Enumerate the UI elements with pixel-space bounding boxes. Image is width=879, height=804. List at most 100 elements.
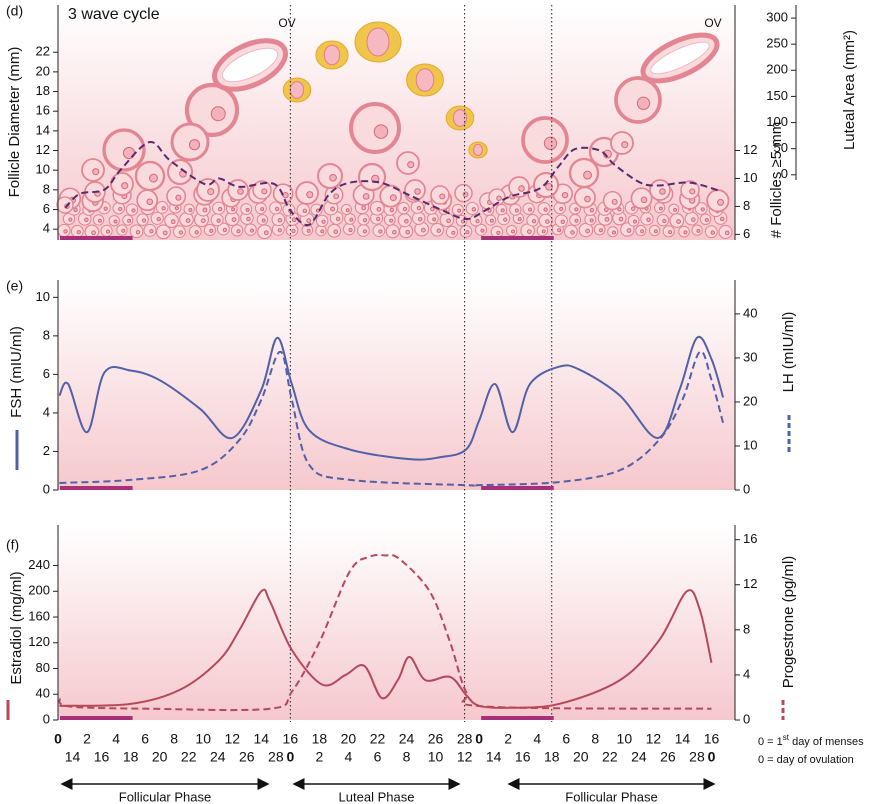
follicle-core	[188, 208, 193, 213]
follicle-core	[471, 207, 477, 212]
follicle-core	[462, 191, 469, 198]
x-tick-label: 4	[345, 749, 353, 765]
follicle-core	[320, 229, 325, 234]
y-tick-label: 12	[36, 142, 50, 157]
y-tick-label: 18	[36, 83, 50, 98]
y-tick-label: 240	[28, 557, 50, 572]
y-tick-label: 4	[43, 221, 50, 236]
follicle-core	[617, 207, 622, 212]
x-tick-label: 6	[562, 731, 570, 747]
y-tick-label: 8	[43, 181, 50, 196]
follicle-core	[174, 206, 179, 211]
x-tick-label: 2	[83, 731, 91, 747]
y-tick-label: 12	[743, 576, 757, 591]
axis-note: 0 = 1st day of menses	[758, 733, 864, 748]
follicle-core	[612, 230, 617, 235]
follicle-core	[640, 196, 648, 204]
follicle-core	[209, 228, 214, 233]
follicle-core	[156, 216, 161, 222]
y-tick-label: 0	[743, 481, 750, 496]
x-tick-label: 14	[486, 749, 502, 765]
x-tick-label: 26	[660, 749, 676, 765]
follicle-core	[376, 206, 382, 212]
x-tick-label: 4	[533, 731, 541, 747]
follicle-core	[451, 230, 456, 235]
follicle-core	[719, 216, 725, 222]
follicle-core	[630, 206, 636, 211]
x-tick-label: 14	[254, 731, 270, 747]
corpus-luteum-core	[473, 143, 483, 157]
follicle-core	[91, 230, 96, 236]
menses-bar	[481, 486, 554, 490]
y-tick-label: 8	[743, 621, 750, 636]
y-axis-label: Estradiol (mg/ml)	[8, 571, 25, 684]
x-tick-label: 8	[170, 731, 178, 747]
follicle-core	[306, 191, 314, 199]
follicle-core	[175, 194, 182, 201]
x-tick-label: 18	[312, 731, 328, 747]
follicle-core	[188, 139, 201, 151]
follicle-core	[373, 124, 389, 139]
follicle-core	[696, 228, 701, 233]
x-tick-label: 6	[374, 749, 382, 765]
follicle-core	[217, 206, 223, 212]
note-part: 0 = 1	[758, 736, 783, 748]
y-tick-label: 14	[36, 122, 50, 137]
x-tick-label: 0	[475, 731, 483, 747]
follicle-core	[659, 188, 666, 195]
follicle-core	[662, 218, 667, 224]
menses-bar	[60, 236, 133, 240]
x-tick-label: 2	[315, 749, 323, 765]
follicle-core	[480, 228, 485, 233]
follicle-core	[436, 228, 442, 233]
y-tick-label: 10	[36, 289, 50, 304]
follicle-core	[149, 229, 154, 234]
follicle-core	[496, 230, 501, 235]
corpus-luteum-core	[415, 68, 435, 92]
follicle-core	[63, 229, 68, 234]
panel-background	[58, 280, 735, 490]
x-tick-label: 24	[210, 749, 226, 765]
x-tick-label: 12	[457, 749, 473, 765]
follicle-core	[404, 218, 409, 224]
x-tick-label: 10	[428, 749, 444, 765]
follicle-core	[348, 227, 353, 233]
y-tick-label: 6	[43, 366, 50, 381]
follicle-core	[560, 219, 566, 225]
y-tick-label: 0	[781, 166, 788, 181]
follicle-core	[68, 217, 73, 222]
x-tick-label: 6	[141, 731, 149, 747]
follicle-core	[673, 207, 678, 212]
follicle-core	[545, 219, 550, 224]
phase-label: Follicular Phase	[565, 789, 658, 804]
follicle-core	[658, 206, 663, 211]
x-tick-label: 26	[239, 749, 255, 765]
follicle-core	[517, 217, 522, 222]
follicle-illustration	[56, 21, 733, 240]
follicle-core	[97, 218, 102, 223]
follicle-core	[277, 218, 283, 223]
follicle-core	[146, 198, 154, 206]
follicle-core	[261, 218, 266, 223]
x-tick-label: 12	[224, 731, 240, 747]
ovulatory-follicle-inner	[650, 41, 710, 75]
follicle-core	[321, 219, 326, 224]
follicle-core	[105, 229, 111, 234]
y-tick-label: 10	[743, 437, 757, 452]
follicle-core	[118, 206, 123, 212]
follicle-core	[640, 229, 645, 234]
x-tick-label: 22	[602, 749, 618, 765]
follicle-core	[691, 217, 696, 222]
follicle-core	[598, 228, 603, 233]
follicle-core	[113, 219, 118, 224]
x-tick-label: 18	[123, 749, 139, 765]
follicle-core	[236, 229, 241, 234]
x-tick-label: 26	[428, 731, 444, 747]
y-tick-label: 10	[743, 170, 757, 185]
menses-bar	[60, 716, 133, 720]
follicle-core	[389, 194, 397, 202]
follicle-core	[689, 188, 696, 195]
follicle-core	[392, 229, 397, 235]
follicle-core	[570, 230, 575, 235]
follicle-core	[263, 230, 269, 236]
